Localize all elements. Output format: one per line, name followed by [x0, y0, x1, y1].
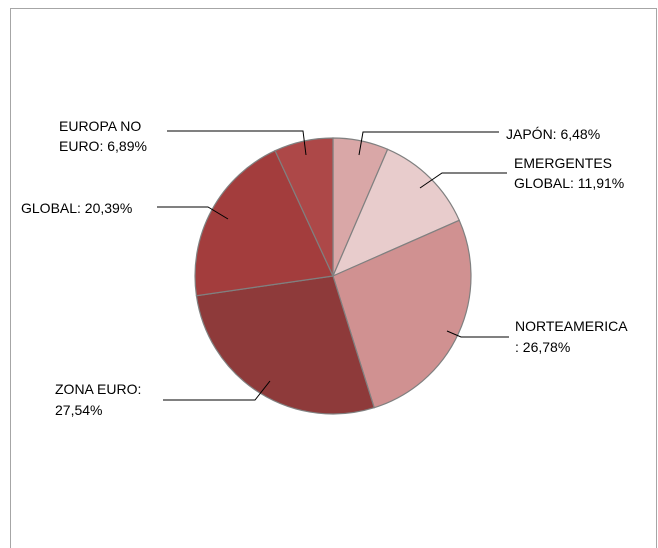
- label-global: GLOBAL: 20,39%: [21, 200, 132, 216]
- leader-line-norteamerica: [446, 330, 509, 338]
- pie-slices: [194, 137, 472, 415]
- label-zona-euro: ZONA EURO: 27,54%: [55, 381, 145, 418]
- label-norteamerica: NORTEAMERICA : 26,78%: [515, 318, 631, 355]
- pie-slice-europa-no-euro: [274, 137, 334, 277]
- leader-line-zona-euro: [163, 380, 271, 401]
- leader-lines: [157, 130, 509, 401]
- pie-slice-emergentes-global: [331, 148, 461, 278]
- chart-frame: [10, 8, 657, 548]
- leader-line-emergentes-global: [419, 172, 507, 189]
- label-emergentes-global: EMERGENTES GLOBAL: 11,91%: [514, 155, 624, 191]
- pie-slice-global: [194, 149, 334, 297]
- label-europa-no-euro: EUROPA NO EURO: 6,89%: [59, 118, 147, 154]
- leader-line-jap-n: [358, 131, 499, 156]
- leader-line-europa-no-euro: [167, 130, 307, 156]
- pie-slice-norteamerica: [332, 219, 472, 409]
- pie-chart: JAPÓN: 6,48% EMERGENTES GLOBAL: 11,91% N…: [21, 118, 631, 418]
- pie-slice-zona-euro: [195, 275, 375, 415]
- label-japon: JAPÓN: 6,48%: [506, 126, 600, 142]
- leader-line-global: [157, 206, 229, 220]
